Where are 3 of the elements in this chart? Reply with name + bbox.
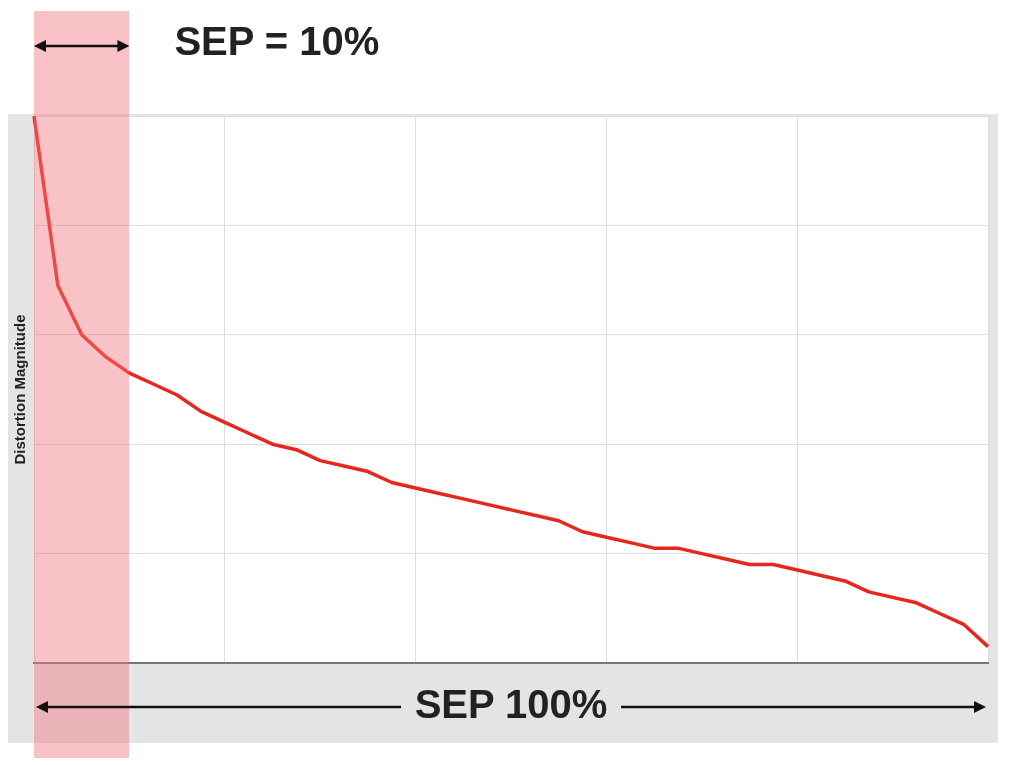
text: SEP 100% bbox=[414, 682, 608, 727]
text: SEP = 10% bbox=[174, 19, 380, 64]
y-axis-title: Distortion Magnitude bbox=[11, 314, 29, 465]
